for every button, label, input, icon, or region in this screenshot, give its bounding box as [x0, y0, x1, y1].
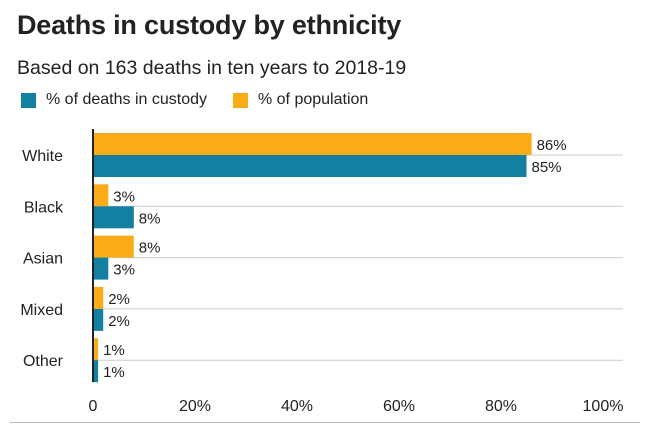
legend-swatch-population: [232, 92, 248, 108]
x-tick-label-80: 80%: [485, 398, 517, 415]
bar-black-deaths: [93, 206, 134, 229]
footer-rule: [10, 422, 640, 423]
data-label-asian-deaths: 3%: [113, 262, 135, 279]
category-label-black: Black: [24, 199, 64, 216]
category-label-asian: Asian: [23, 251, 63, 268]
bar-asian-deaths: [93, 257, 109, 280]
data-label-white-population: 86%: [537, 137, 567, 154]
legend-item-population: % of population: [232, 91, 369, 109]
x-tick-label-100: 100%: [583, 398, 624, 415]
chart-subtitle: Based on 163 deaths in ten years to 2018…: [17, 57, 407, 79]
chart-legend: % of deaths in custody % of population: [21, 91, 394, 109]
data-label-other-population: 1%: [103, 342, 125, 359]
bar-mixed-population: [93, 286, 104, 309]
category-label-white: White: [22, 148, 63, 165]
legend-item-deaths: % of deaths in custody: [21, 91, 207, 109]
x-tick-label-60: 60%: [383, 398, 415, 415]
legend-swatch-deaths: [21, 92, 36, 108]
bar-white-deaths: [93, 155, 527, 177]
data-label-asian-population: 8%: [139, 240, 161, 257]
data-label-white-deaths: 85%: [532, 159, 562, 176]
bar-other-deaths: [93, 360, 99, 383]
legend-label-deaths: % of deaths in custody: [46, 91, 207, 108]
data-label-black-population: 3%: [113, 188, 135, 205]
x-tick-label-40: 40%: [281, 398, 313, 415]
x-tick-label-20: 20%: [179, 398, 211, 415]
category-label-mixed: Mixed: [20, 302, 63, 319]
bar-asian-population: [93, 235, 134, 258]
data-label-mixed-population: 2%: [108, 291, 130, 308]
x-tick-label-0: 0: [89, 398, 98, 415]
data-label-black-deaths: 8%: [139, 210, 161, 227]
chart-title: Deaths in custody by ethnicity: [17, 10, 402, 40]
bar-white-population: [93, 133, 532, 155]
bar-black-population: [93, 184, 109, 207]
data-label-other-deaths: 1%: [103, 364, 125, 381]
data-label-mixed-deaths: 2%: [108, 313, 130, 330]
bar-other-population: [93, 338, 99, 361]
bar-mixed-deaths: [93, 308, 104, 331]
legend-label-population: % of population: [257, 91, 369, 108]
category-label-other: Other: [23, 353, 64, 370]
